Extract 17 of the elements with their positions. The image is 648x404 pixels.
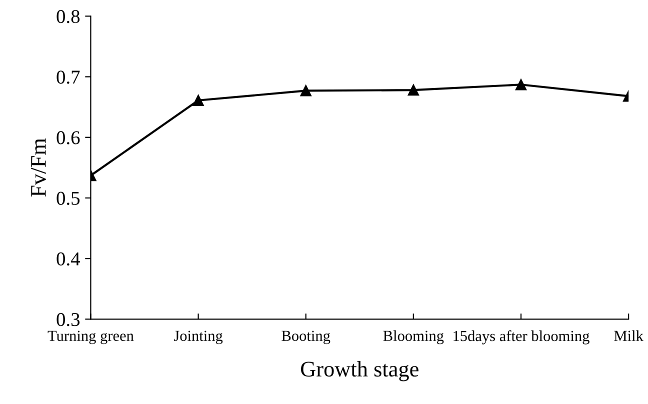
x-axis-title: Growth stage — [301, 360, 418, 382]
x-tick-label: Booting — [282, 330, 330, 344]
x-tick-label: Blooming — [383, 330, 444, 344]
x-tick-label: 15days after blooming — [454, 330, 590, 344]
y-tick-label: 0.7 — [56, 70, 80, 84]
point — [515, 79, 527, 90]
y-tick-label: 0.4 — [56, 252, 80, 266]
y-tick-label: 0.5 — [56, 192, 80, 205]
y-tick-label: 0.3 — [56, 312, 80, 326]
y-tick-label: 0.8 — [56, 10, 80, 24]
point — [408, 84, 419, 96]
x-tick-label: Jointing — [174, 330, 223, 344]
x-tick-label: Turning green — [48, 330, 134, 344]
y-tick-label: 0.6 — [56, 131, 80, 144]
x-tick-label: Milk — [614, 330, 644, 341]
y-axis-title: Fv/Fm — [31, 138, 46, 197]
point — [300, 85, 312, 96]
